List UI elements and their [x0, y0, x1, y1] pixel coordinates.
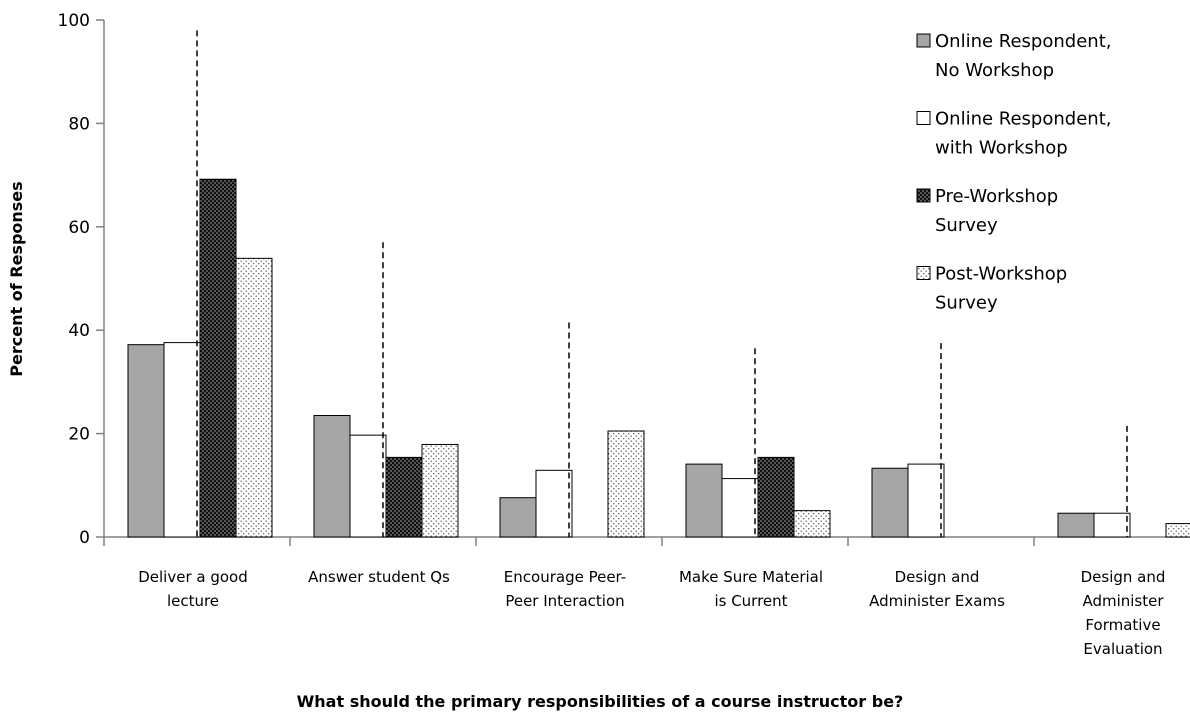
bar-s0-c3 — [685, 463, 723, 538]
category-label: Design and Administer Exams — [869, 568, 1005, 610]
legend-swatch — [916, 111, 931, 125]
bar-s1-c4 — [907, 463, 945, 538]
legend-entry: Online Respondent, No Workshop — [935, 31, 1111, 81]
category-label: Deliver a good lecture — [138, 568, 248, 610]
category-label: Answer student Qs — [308, 568, 450, 586]
category-label: Encourage Peer-Peer Interaction — [504, 568, 626, 610]
bar-s2-c1 — [385, 456, 423, 538]
legend: Online Respondent, No Workshop Online Resp… — [916, 31, 1111, 314]
reference-lines — [196, 30, 1128, 537]
bar-s0-c2 — [499, 497, 537, 538]
y-tick-label: 100 — [58, 11, 90, 31]
bar-s3-c3 — [793, 510, 831, 538]
y-tick-label: 80 — [68, 114, 90, 134]
bar-s0-c5 — [1057, 512, 1095, 538]
category-label: Make Sure Material is Current — [679, 568, 823, 610]
category-labels: Deliver a good lecture Answer student Qs En… — [138, 568, 1165, 658]
legend-swatch — [916, 33, 931, 48]
y-axis: 0 20 40 60 80 100 — [58, 11, 105, 548]
category-label: Design and Administer Formative Evaluation — [1081, 568, 1166, 658]
legend-entry: Pre-Workshop Survey — [935, 186, 1058, 236]
bar-s2-c3 — [757, 456, 795, 538]
bar-s2-c0 — [199, 178, 237, 538]
bar-s3-c0 — [235, 257, 273, 538]
bar-s1-c2 — [535, 469, 573, 538]
bar-s3-c2 — [607, 430, 645, 538]
bar-s1-c3 — [721, 478, 759, 538]
legend-entry: Post-Workshop Survey — [935, 264, 1067, 314]
y-tick-label: 60 — [68, 218, 90, 238]
bar-s0-c4 — [871, 467, 909, 538]
bar-s1-c5 — [1093, 512, 1131, 538]
bar-s3-c5 — [1165, 523, 1190, 538]
y-tick-label: 40 — [68, 321, 90, 341]
legend-swatch — [916, 266, 931, 280]
bar-s0-c0 — [127, 344, 165, 538]
legend-swatch — [916, 188, 931, 203]
bar-s3-c1 — [421, 443, 459, 538]
x-axis — [103, 536, 1190, 546]
legend-entry: Online Respondent, with Workshop — [935, 109, 1111, 159]
x-axis-title: What should the primary responsibilities… — [297, 692, 904, 711]
bar-s0-c1 — [313, 415, 351, 538]
y-tick-label: 0 — [79, 528, 90, 548]
bars — [127, 178, 1190, 538]
y-tick-label: 20 — [68, 425, 90, 445]
bar-s1-c0 — [163, 342, 201, 538]
bar-s1-c1 — [349, 434, 387, 538]
y-axis-title: Percent of Responses — [7, 181, 26, 376]
